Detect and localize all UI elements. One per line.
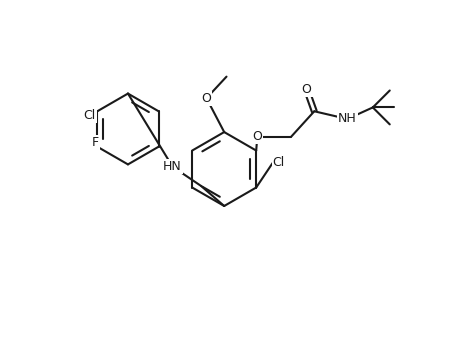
Text: HN: HN [163, 160, 182, 173]
Text: Cl: Cl [83, 109, 95, 122]
Text: O: O [201, 92, 211, 105]
Text: F: F [91, 136, 99, 149]
Text: Cl: Cl [272, 156, 284, 170]
Text: NH: NH [337, 113, 356, 125]
Text: O: O [252, 130, 262, 143]
Text: O: O [301, 83, 311, 96]
